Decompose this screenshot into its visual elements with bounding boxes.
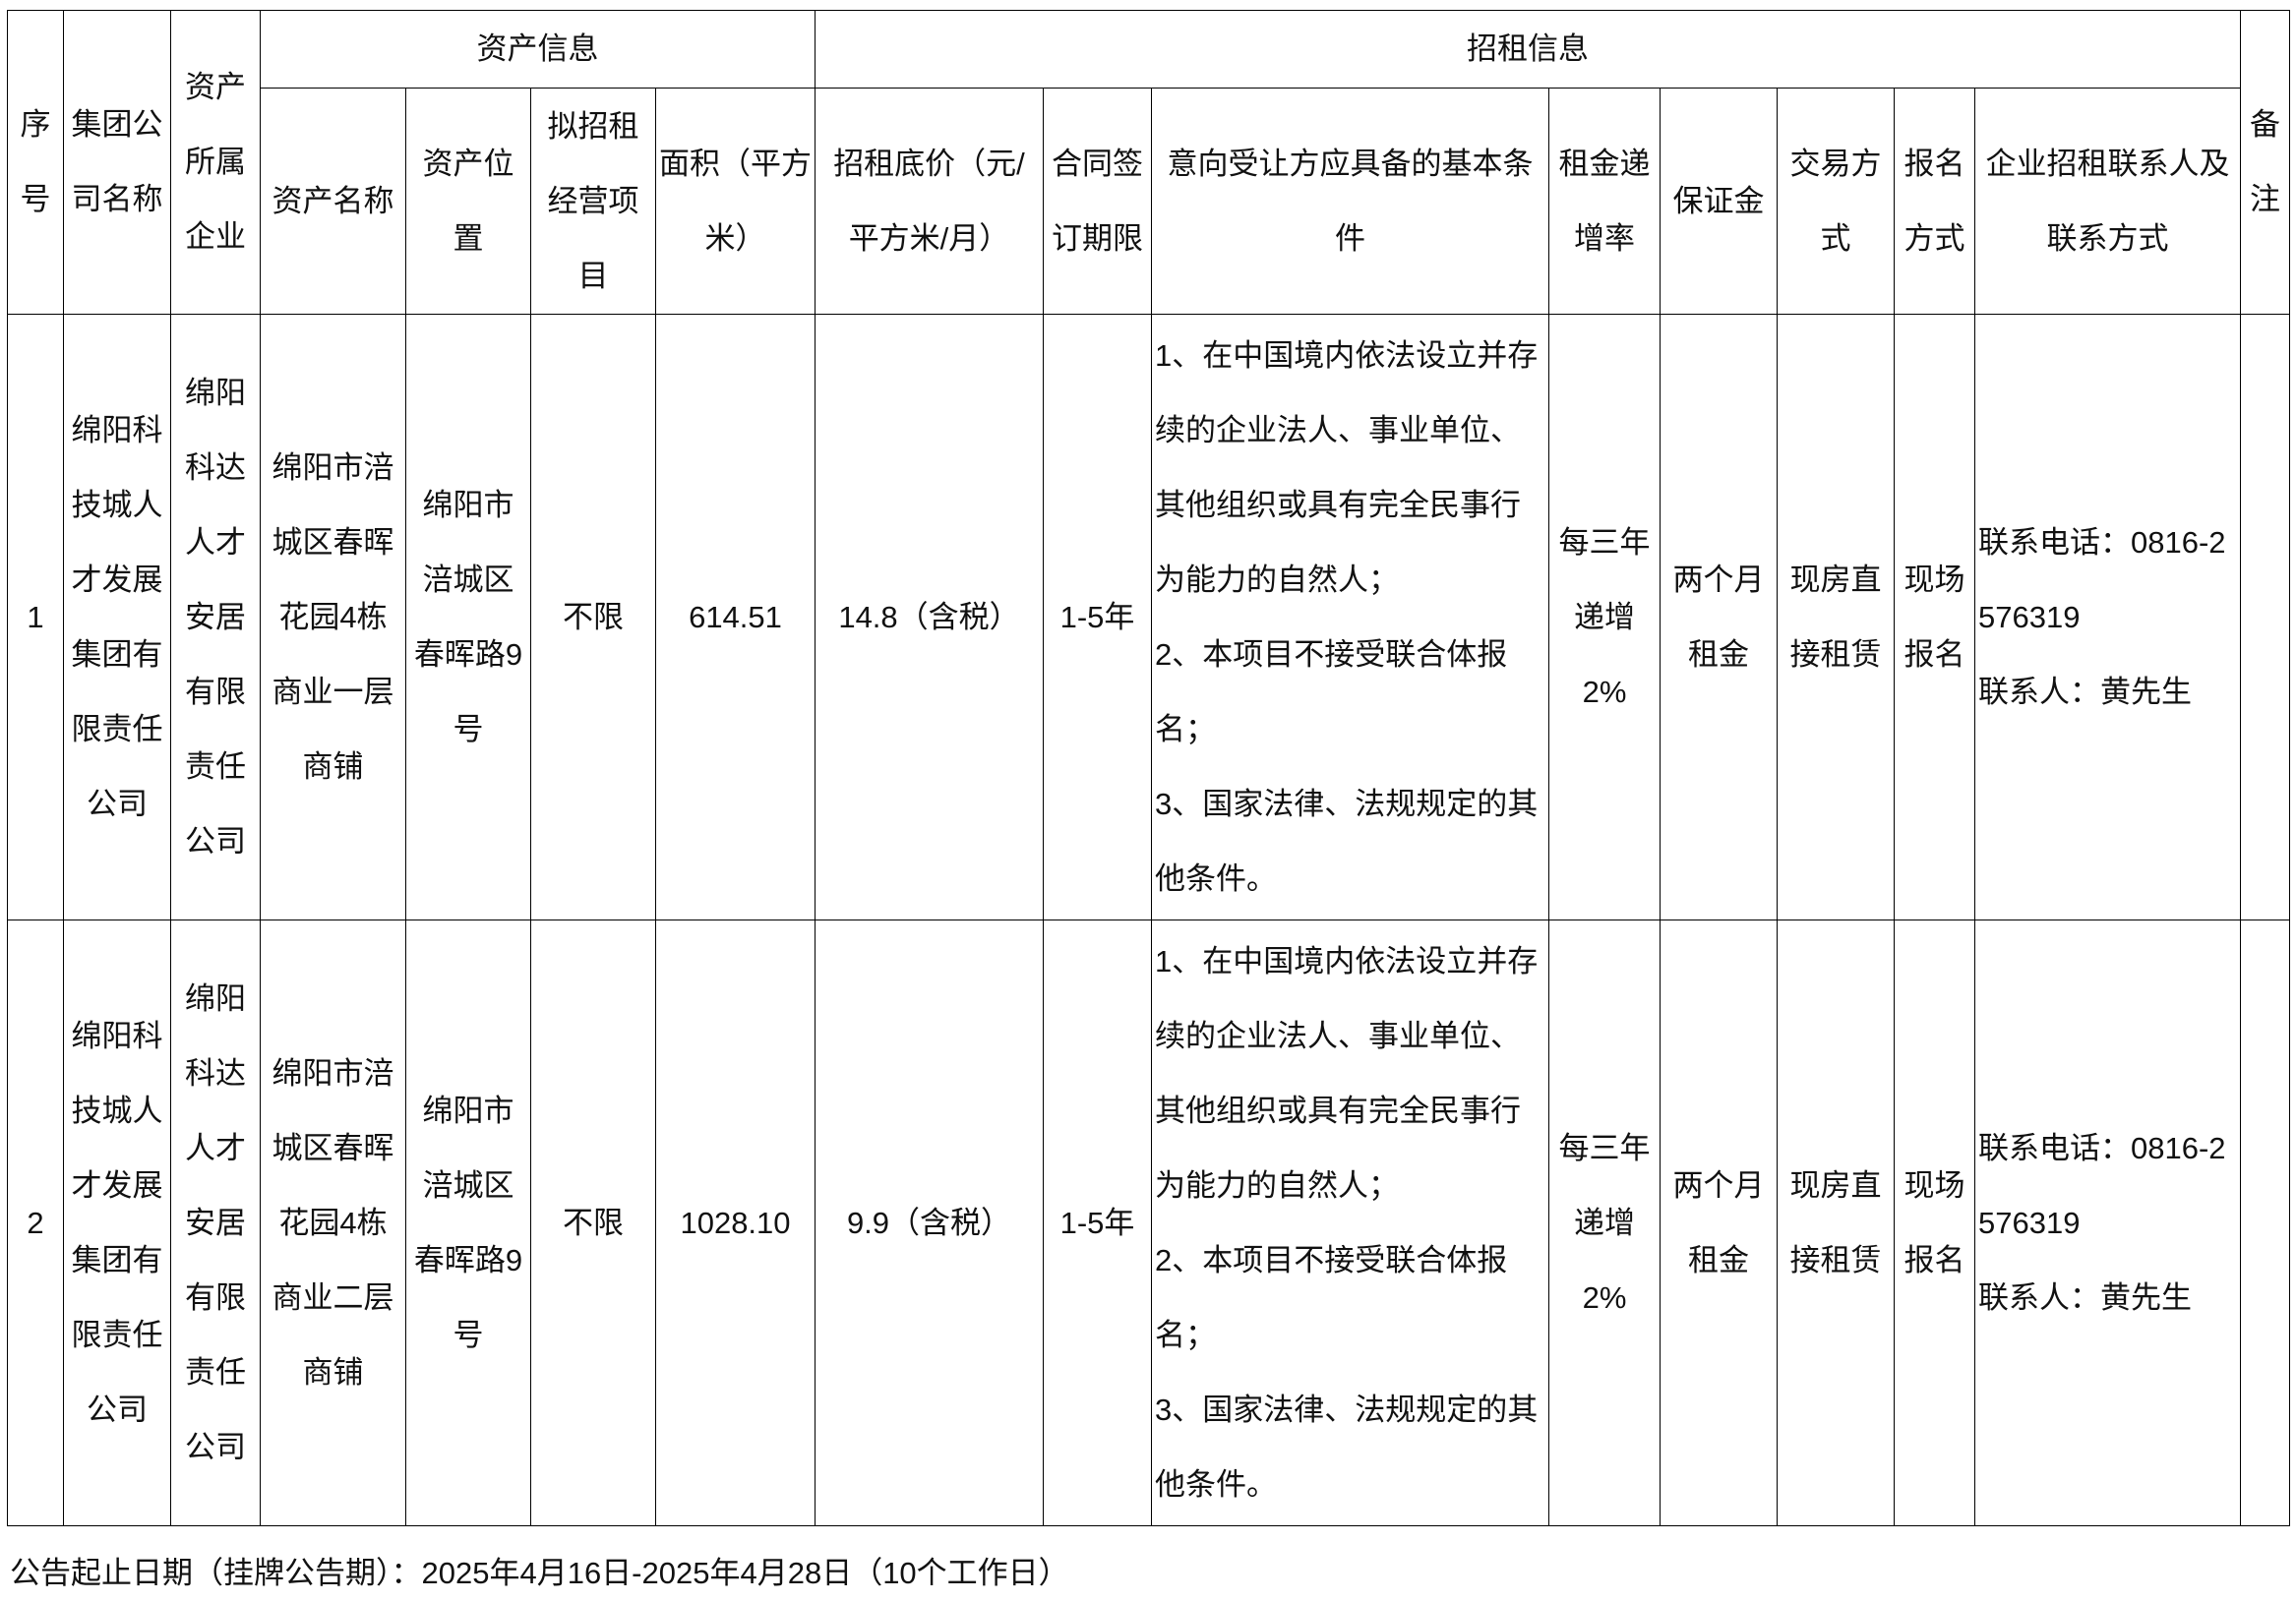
contact-person: 联系人：黄先生 bbox=[1978, 674, 2192, 709]
announcement-period: 公告起止日期（挂牌公告期）：2025年4月16日-2025年4月28日（10个工… bbox=[10, 1556, 1069, 1590]
cell-conditions: 1、在中国境内依法设立并存续的企业法人、事业单位、其他组织或具有完全民事行为能力… bbox=[1151, 314, 1549, 920]
cell-contact: 联系电话：0816-2576319 联系人：黄先生 bbox=[1974, 920, 2241, 1526]
condition-item: 1、在中国境内依法设立并存续的企业法人、事业单位、其他组织或具有完全民事行为能力… bbox=[1155, 337, 1539, 597]
cell-business: 不限 bbox=[530, 314, 656, 920]
cell-signup: 现场报名 bbox=[1894, 314, 1975, 920]
cell-asset-name: 绵阳市涪城区春晖花园4栋商业二层商铺 bbox=[260, 920, 406, 1526]
condition-item: 2、本项目不接受联合体报名； bbox=[1155, 636, 1508, 746]
cell-area: 614.51 bbox=[655, 314, 816, 920]
cell-seq: 2 bbox=[7, 920, 64, 1526]
header-trade: 交易方式 bbox=[1777, 88, 1895, 315]
cell-conditions: 1、在中国境内依法设立并存续的企业法人、事业单位、其他组织或具有完全民事行为能力… bbox=[1151, 920, 1549, 1526]
contact-phone: 联系电话：0816-2576319 bbox=[1978, 524, 2226, 634]
cell-base-price: 9.9（含税） bbox=[815, 920, 1044, 1526]
cell-enterprise: 绵阳科达人才安居有限责任公司 bbox=[170, 314, 261, 920]
cell-increase: 每三年递增2% bbox=[1548, 920, 1661, 1526]
header-business: 拟招租经营项目 bbox=[530, 88, 656, 315]
header-conditions: 意向受让方应具备的基本条件 bbox=[1151, 88, 1549, 315]
header-group: 集团公司名称 bbox=[63, 10, 171, 315]
header-increase: 租金递增率 bbox=[1548, 88, 1661, 315]
cell-trade: 现房直接租赁 bbox=[1777, 920, 1895, 1526]
cell-signup: 现场报名 bbox=[1894, 920, 1975, 1526]
cell-contact: 联系电话：0816-2576319 联系人：黄先生 bbox=[1974, 314, 2241, 920]
header-enterprise: 资产所属企业 bbox=[170, 10, 261, 315]
header-contact: 企业招租联系人及联系方式 bbox=[1974, 88, 2241, 315]
cell-enterprise: 绵阳科达人才安居有限责任公司 bbox=[170, 920, 261, 1526]
cell-area: 1028.10 bbox=[655, 920, 816, 1526]
cell-asset-name: 绵阳市涪城区春晖花园4栋商业一层商铺 bbox=[260, 314, 406, 920]
contact-phone: 联系电话：0816-2576319 bbox=[1978, 1130, 2226, 1240]
condition-item: 3、国家法律、法规规定的其他条件。 bbox=[1155, 786, 1539, 896]
cell-group: 绵阳科技城人才发展集团有限责任公司 bbox=[63, 920, 171, 1526]
cell-seq: 1 bbox=[7, 314, 64, 920]
rental-table: 序号 集团公司名称 资产所属企业 资产信息 招租信息 备注 资产名称 资产位置 … bbox=[7, 10, 2290, 1526]
cell-asset-location: 绵阳市涪城区春晖路9号 bbox=[405, 314, 531, 920]
table-row: 2 绵阳科技城人才发展集团有限责任公司 绵阳科达人才安居有限责任公司 绵阳市涪城… bbox=[7, 920, 2290, 1526]
cell-group: 绵阳科技城人才发展集团有限责任公司 bbox=[63, 314, 171, 920]
cell-increase: 每三年递增2% bbox=[1548, 314, 1661, 920]
cell-remark bbox=[2240, 920, 2290, 1526]
cell-business: 不限 bbox=[530, 920, 656, 1526]
cell-asset-location: 绵阳市涪城区春晖路9号 bbox=[405, 920, 531, 1526]
header-base-price: 招租底价（元/平方米/月） bbox=[815, 88, 1044, 315]
cell-deposit: 两个月租金 bbox=[1660, 920, 1778, 1526]
cell-term: 1-5年 bbox=[1043, 314, 1152, 920]
header-area: 面积（平方米） bbox=[655, 88, 816, 315]
cell-base-price: 14.8（含税） bbox=[815, 314, 1044, 920]
header-asset-location: 资产位置 bbox=[405, 88, 531, 315]
header-deposit: 保证金 bbox=[1660, 88, 1778, 315]
table-row: 1 绵阳科技城人才发展集团有限责任公司 绵阳科达人才安居有限责任公司 绵阳市涪城… bbox=[7, 314, 2290, 920]
cell-trade: 现房直接租赁 bbox=[1777, 314, 1895, 920]
header-seq: 序号 bbox=[7, 10, 64, 315]
cell-term: 1-5年 bbox=[1043, 920, 1152, 1526]
header-asset-name: 资产名称 bbox=[260, 88, 406, 315]
cell-deposit: 两个月租金 bbox=[1660, 314, 1778, 920]
condition-item: 1、在中国境内依法设立并存续的企业法人、事业单位、其他组织或具有完全民事行为能力… bbox=[1155, 943, 1539, 1203]
header-asset-info: 资产信息 bbox=[260, 10, 816, 89]
header-signup: 报名方式 bbox=[1894, 88, 1975, 315]
contact-person: 联系人：黄先生 bbox=[1978, 1279, 2192, 1315]
condition-item: 3、国家法律、法规规定的其他条件。 bbox=[1155, 1392, 1539, 1502]
condition-item: 2、本项目不接受联合体报名； bbox=[1155, 1242, 1508, 1352]
cell-remark bbox=[2240, 314, 2290, 920]
header-term: 合同签订期限 bbox=[1043, 88, 1152, 315]
header-rent-info: 招租信息 bbox=[815, 10, 2241, 89]
header-remark: 备注 bbox=[2240, 10, 2290, 315]
